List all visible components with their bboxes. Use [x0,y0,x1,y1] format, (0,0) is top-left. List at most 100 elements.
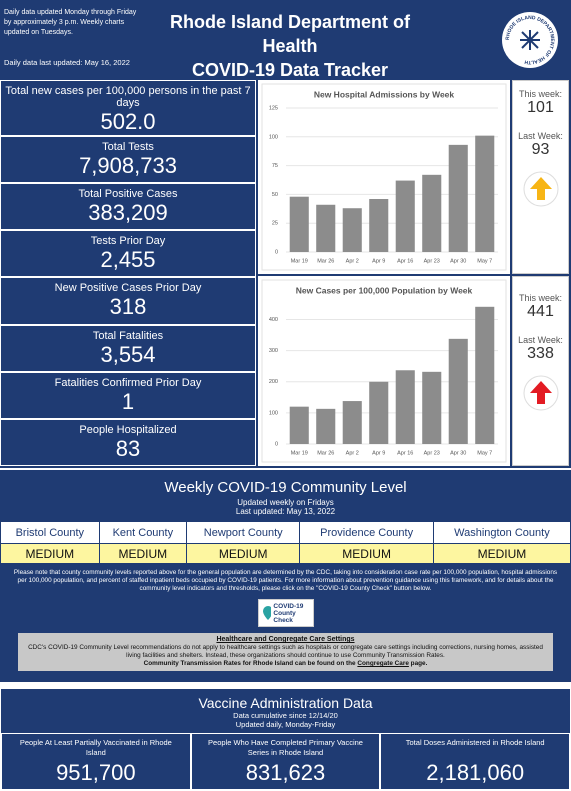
button-icon [262,606,272,620]
x-tick-label: Apr 9 [372,258,385,264]
vaccine-label: Total Doses Administered in Rhode Island [405,738,545,747]
county-level-row: MEDIUM MEDIUM MEDIUM MEDIUM MEDIUM [0,543,571,564]
stat-value: 383,209 [88,200,168,226]
county-name: Kent County [98,521,188,544]
chart-title: New Hospital Admissions by Week [314,89,455,99]
vaccine-subtitle: Data cumulative since 12/14/20 [233,711,338,720]
county-table: Bristol County Kent County Newport County P… [0,521,571,564]
title-line: COVID-19 Data Tracker [191,60,389,80]
bar [289,196,309,252]
stat-box: Total Tests 7,908,733 [0,136,256,184]
header: Daily data updated Monday through Friday… [0,0,571,80]
y-tick-label: 125 [269,105,278,111]
stat-label: Total new cases per 100,000 persons in t… [5,85,251,109]
x-tick-label: Apr 16 [397,450,413,456]
x-tick-label: Apr 2 [346,258,359,264]
stat-value: 83 [115,435,141,461]
x-tick-label: Apr 2 [346,450,359,456]
care-box: Healthcare and Congregate Care Settings … [18,633,553,671]
vaccine-label: People Who Have Completed Primary Vaccin… [208,738,363,757]
care-bold: Community Transmission Rates for Rhode I… [143,660,356,667]
weekly-box: This week: 441 Last Week: 338 [512,276,569,466]
county-level: MEDIUM [186,543,301,564]
bar [475,135,495,252]
x-tick-label: Apr 23 [424,450,440,456]
x-tick-label: May 7 [477,450,492,456]
this-week-label: This week: [518,293,562,303]
care-text: CDC's COVID-19 Community Level recommend… [28,644,543,659]
bar [369,381,389,444]
title-line: Rhode Island Department of Health [169,12,411,56]
vaccine-columns: People At Least Partially Vaccinated in … [1,733,571,791]
bar [395,180,415,252]
bar [475,306,495,444]
stat-label: New Positive Cases Prior Day [54,282,202,295]
vaccine-title: Vaccine Administration Data [198,695,373,711]
stat-value: 1 [121,388,135,414]
last-updated: Daily data last updated: May 16, 2022 [4,58,130,67]
bar [422,371,442,444]
y-tick-label: 400 [269,317,278,323]
stat-box: New Positive Cases Prior Day 318 [0,277,256,325]
arrow-up [529,177,552,200]
y-tick-label: 50 [272,192,278,198]
chart-panel: New Cases per 100,000 Population by Week… [258,276,510,466]
y-tick-label: 300 [269,348,278,354]
county-name: Bristol County [0,521,100,544]
last-week-value: 338 [527,345,554,362]
county-level: MEDIUM [98,543,188,564]
logo-icon [520,30,540,50]
stat-box: Total Fatalities 3,554 [0,324,256,372]
stat-value: 318 [109,294,147,320]
stat-value: 502.0 [100,109,156,134]
button-text: County Check [273,609,296,624]
stat-label: Total Fatalities [92,329,164,342]
bar [395,370,415,444]
x-tick-label: Apr 23 [424,258,440,264]
bar [316,204,336,252]
bar [448,144,468,252]
this-week-value: 441 [527,303,554,320]
x-tick-label: Mar 26 [317,450,334,456]
x-tick-label: May 7 [477,258,492,264]
stat-label: People Hospitalized [79,423,177,436]
x-tick-label: Apr 16 [397,258,413,264]
chart: New Cases per 100,000 Population by Week… [261,279,507,463]
county-level: MEDIUM [0,543,100,564]
community-title: Weekly COVID-19 Community Level [164,479,407,496]
county-name-row: Bristol County Kent County Newport County P… [0,521,571,544]
community-subtitle: Last updated: May 13, 2022 [235,507,336,516]
vaccine-column: People At Least Partially Vaccinated in … [1,733,191,791]
vaccine-subtitle: Updated daily, Monday-Friday [235,720,336,729]
y-tick-label: 200 [269,379,278,385]
button-text: COVID-19 [273,602,304,610]
y-tick-label: 75 [272,163,278,169]
stat-value: 7,908,733 [79,153,177,178]
bar [342,208,362,252]
stat-box: Fatalities Confirmed Prior Day 1 [0,371,256,419]
county-check-button[interactable]: COVID-19 County Check [257,599,314,627]
vaccine-value: 951,700 [56,760,136,785]
x-tick-label: Apr 30 [450,450,466,456]
bar [342,401,362,444]
stat-label: Total Tests [102,141,154,153]
arrow-icon [523,375,558,411]
pin-icon [262,606,272,620]
this-week-value: 101 [527,99,554,116]
y-tick-label: 100 [269,134,278,140]
this-week-label: This week: [518,89,562,99]
chart: New Hospital Admissions by Week 0 25 50 75 10… [261,83,507,271]
congregate-care-link[interactable]: Congregate Care [357,660,409,667]
bar [316,408,336,444]
bar [422,174,442,252]
county-name: Providence County [299,521,434,544]
stat-box: People Hospitalized 83 [0,418,256,466]
y-tick-label: 0 [275,441,278,447]
chart-title: New Cases per 100,000 Population by Week [296,285,473,295]
county-level: MEDIUM [299,543,434,564]
vaccine-label: People At Least Partially Vaccinated in … [19,738,172,757]
stat-label: Total Positive Cases [78,188,178,201]
chart-panel: New Hospital Admissions by Week 0 25 50 75 10… [258,80,510,274]
weekly-box: This week: 101 Last Week: 93 [512,80,569,274]
